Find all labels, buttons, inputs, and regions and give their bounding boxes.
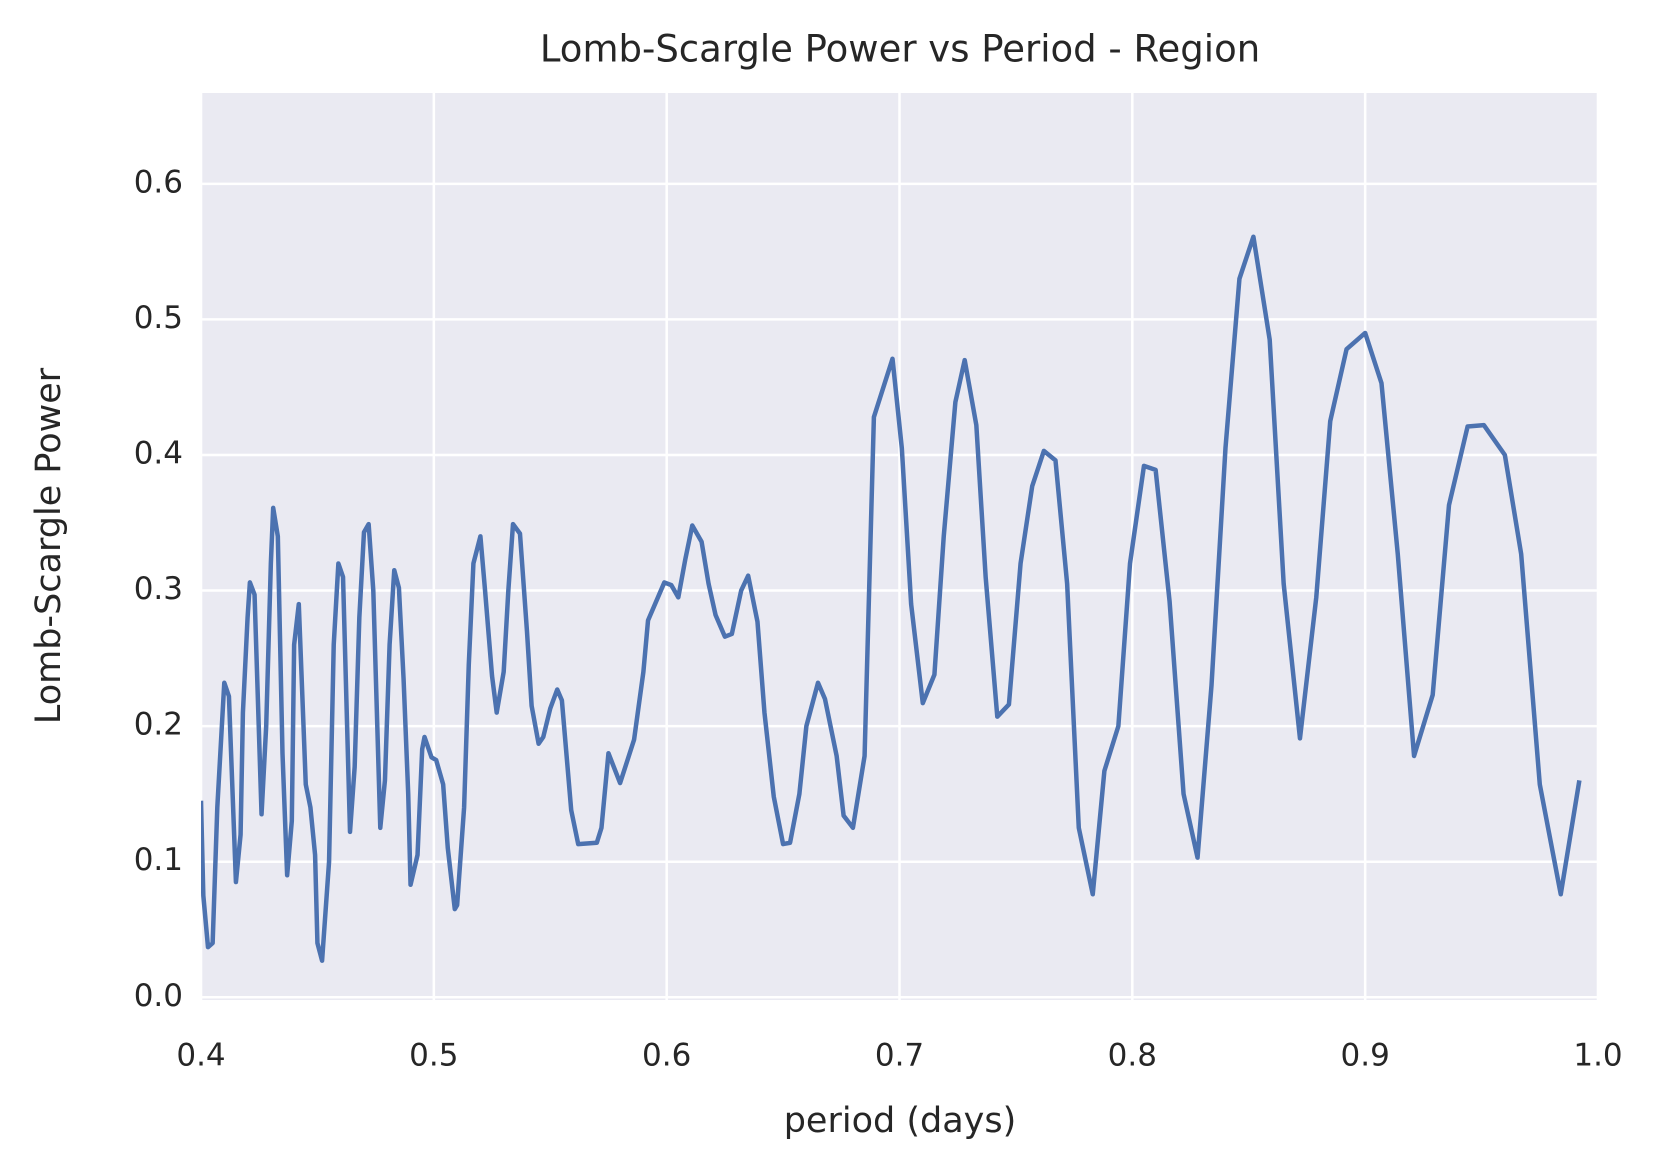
x-tick-label: 0.8 [1108,1038,1157,1074]
y-tick-label: 0.2 [134,707,183,743]
x-tick-label: 0.4 [176,1038,225,1074]
y-tick-label: 0.0 [134,978,183,1014]
x-axis-label: period (days) [784,1101,1017,1141]
x-tick-label: 0.5 [409,1038,458,1074]
y-tick-label: 0.4 [134,435,183,471]
chart-title: Lomb-Scargle Power vs Period - Region [540,28,1260,71]
line-series [201,234,1582,963]
y-tick-label: 0.3 [134,571,183,607]
y-tick-label: 0.6 [134,164,183,200]
y-tick-label: 0.5 [134,300,183,336]
x-tick-label: 1.0 [1573,1038,1622,1074]
y-axis-label: Lomb-Scargle Power [29,367,69,724]
x-tick-label: 0.6 [642,1038,691,1074]
x-tick-label: 0.9 [1341,1038,1390,1074]
grid [199,93,1600,1000]
x-tick-label: 0.7 [875,1038,924,1074]
marks [201,234,1582,963]
y-tick-label: 0.1 [134,842,183,878]
